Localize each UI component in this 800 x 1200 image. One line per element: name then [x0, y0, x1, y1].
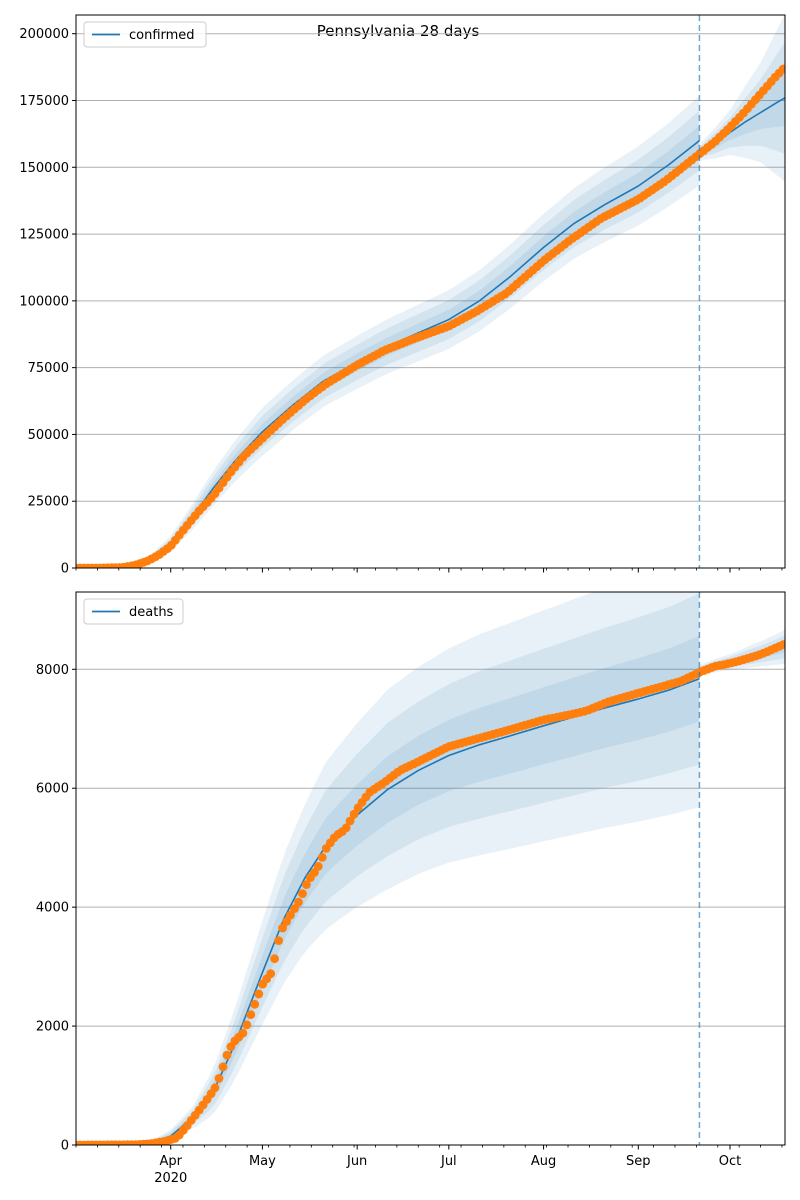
deaths-model-band-1sigma: [76, 636, 700, 1145]
xtick-label-sep: Sep: [626, 1154, 651, 1169]
confirmed-ytick-label: 125000: [19, 228, 69, 243]
deaths-ytick-label: 4000: [36, 901, 69, 916]
confirmed-ytick-label: 100000: [19, 294, 69, 309]
deaths-legend: deaths: [83, 598, 184, 625]
deaths-observed-point: [222, 1050, 232, 1060]
deaths-ytick-label: 8000: [36, 663, 69, 678]
deaths-observed-point: [313, 862, 323, 871]
confirmed-model-band-2sigma: [76, 110, 700, 568]
deaths-observed-point: [294, 897, 303, 907]
figure-title: Pennsylvania 28 days: [317, 22, 480, 40]
confirmed-forecast-band-2sigma: [699, 41, 785, 158]
deaths-observed-point: [254, 989, 264, 999]
deaths-observed-point: [242, 1020, 252, 1030]
deaths-observed-point: [266, 969, 276, 979]
deaths-observed-point: [317, 853, 327, 862]
confirmed-legend-label: confirmed: [129, 28, 195, 43]
confirmed-ytick-label: 0: [61, 562, 69, 577]
confirmed-plot-area: [76, 15, 785, 568]
deaths-model-band-2sigma: [76, 593, 700, 1145]
deaths-observed-point: [250, 999, 260, 1009]
confirmed-ytick-label: 25000: [28, 495, 69, 510]
confirmed-ytick-label: 175000: [19, 94, 69, 109]
deaths-observed-point: [282, 917, 291, 926]
deaths-observed-point: [341, 823, 351, 833]
xtick-label-may: May: [249, 1154, 276, 1169]
xtick-label-oct: Oct: [719, 1154, 741, 1169]
deaths-panel: 0 2000 4000 6000 8000 Apr May Jun Jul Aug Sep Oct 20…: [36, 591, 786, 1186]
deaths-plot-area: [76, 592, 785, 1145]
deaths-observed-point: [298, 889, 307, 898]
xtick-label-apr: Apr: [159, 1154, 182, 1169]
deaths-observed-point: [778, 640, 785, 649]
deaths-observed-point: [286, 910, 295, 920]
deaths-observed-point: [274, 936, 283, 945]
confirmed-legend: confirmed: [83, 21, 207, 48]
deaths-observed-points: [76, 640, 785, 1145]
xtick-year-label: 2020: [154, 1171, 187, 1186]
deaths-observed-point: [238, 1028, 248, 1038]
confirmed-observed-point: [778, 64, 785, 74]
xtick-label-jun: Jun: [346, 1154, 367, 1169]
confirmed-ytick-label: 75000: [28, 361, 69, 376]
confirmed-ytick-label: 50000: [28, 428, 69, 443]
deaths-observed-point: [270, 954, 279, 964]
deaths-legend-box: [83, 598, 184, 625]
confirmed-ytick-label: 150000: [19, 161, 69, 176]
deaths-ytick-label: 0: [61, 1139, 69, 1154]
deaths-observed-point: [246, 1010, 256, 1019]
confirmed-ytick-label: 200000: [19, 27, 69, 42]
deaths-observed-point: [218, 1062, 228, 1072]
deaths-observed-point: [290, 904, 299, 913]
deaths-observed-point: [302, 880, 311, 889]
confirmed-model-band-3sigma: [76, 95, 700, 568]
deaths-observed-point: [214, 1074, 224, 1083]
deaths-ytick-label: 2000: [36, 1020, 69, 1035]
xtick-label-aug: Aug: [531, 1154, 556, 1169]
confirmed-axes-frame: [75, 14, 786, 569]
deaths-observed-point: [278, 923, 287, 933]
xtick-label-jul: Jul: [440, 1154, 457, 1169]
deaths-axes-frame: [75, 591, 786, 1146]
deaths-model-band-3sigma: [76, 592, 700, 1145]
deaths-ytick-label: 6000: [36, 782, 69, 797]
confirmed-legend-box: [83, 21, 207, 48]
confirmed-panel: 0 25000 50000 75000 100000 125000 150000 175000…: [19, 14, 786, 577]
deaths-observed-point: [210, 1083, 220, 1093]
deaths-observed-point: [349, 809, 359, 819]
deaths-legend-label: deaths: [129, 605, 174, 620]
confirmed-observed-points: [76, 64, 785, 568]
deaths-observed-point: [345, 816, 355, 826]
